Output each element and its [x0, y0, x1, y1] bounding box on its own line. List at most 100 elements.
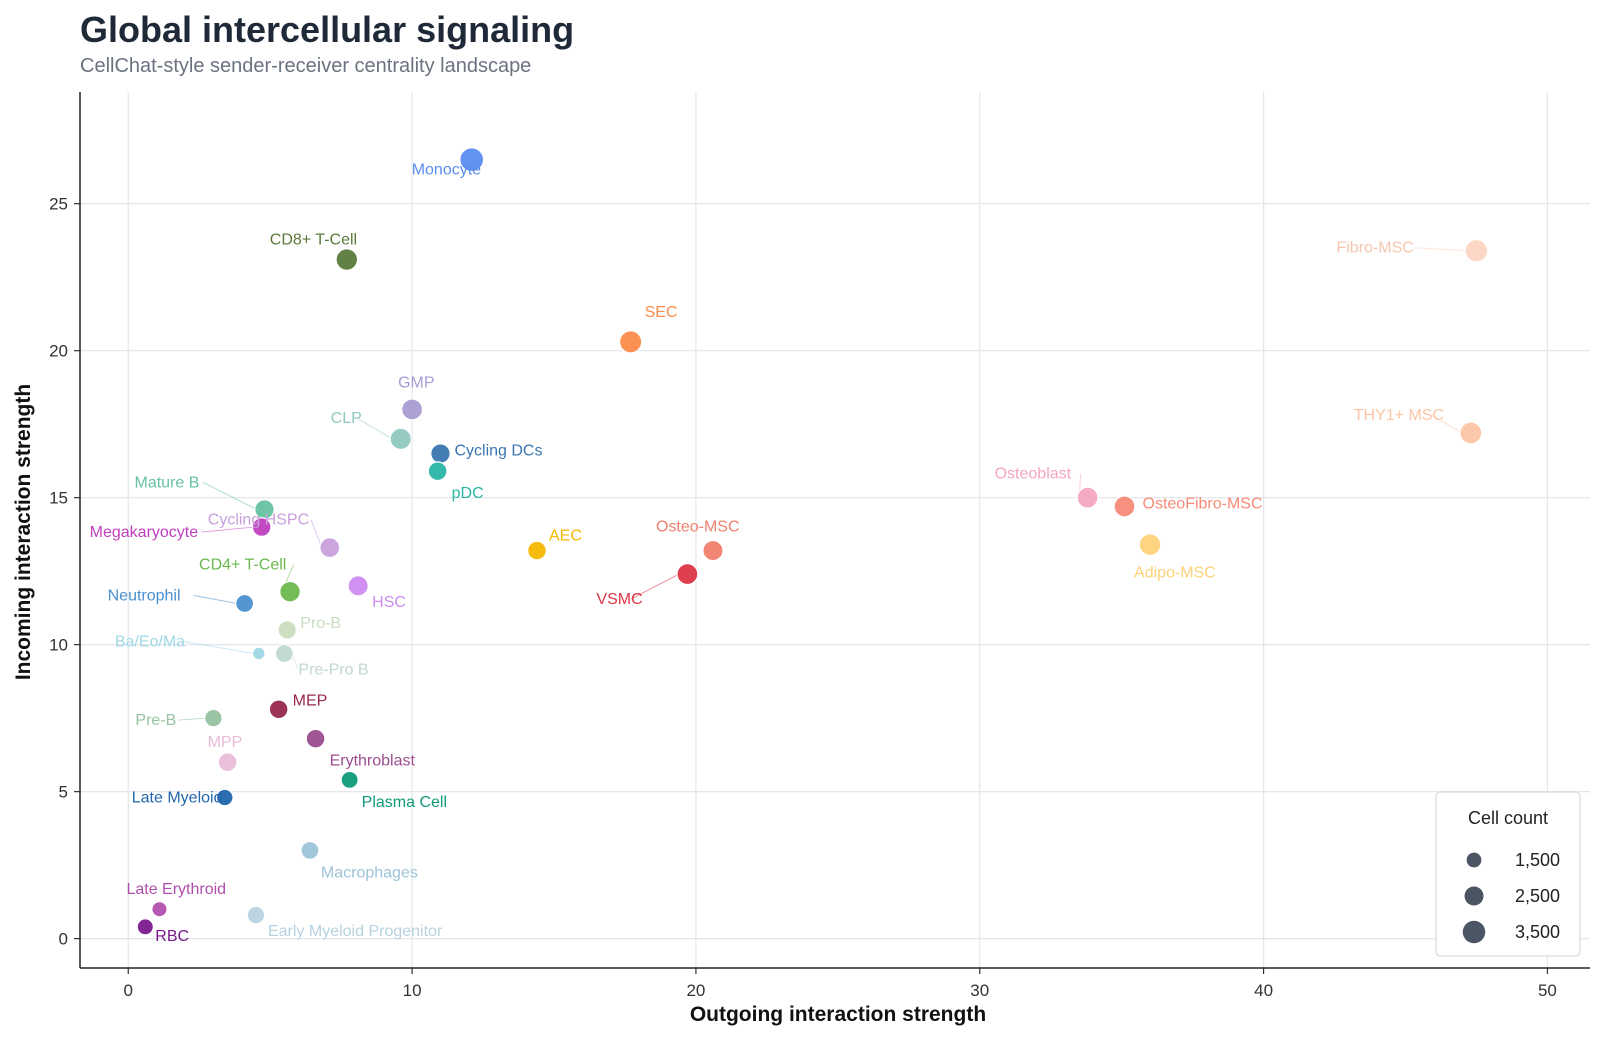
data-point-thy1-msc: [1459, 421, 1483, 445]
data-point-cycling-hspc: [319, 537, 341, 559]
label-connector: [1430, 414, 1463, 434]
point-label-thy1-msc: THY1+ MSC: [1354, 407, 1444, 424]
label-connector: [193, 594, 238, 604]
point-label-mature-b: Mature B: [134, 474, 199, 491]
data-point-neutrophil: [235, 593, 255, 614]
point-label-osteoblast: Osteoblast: [995, 466, 1072, 483]
data-point-gmp: [401, 398, 424, 421]
data-point-erythroblast: [305, 728, 326, 749]
legend-label: 3,500: [1515, 922, 1560, 942]
point-label-rbc: RBC: [155, 928, 189, 945]
data-point-pro-b: [277, 620, 297, 640]
point-label-ba-eo-ma: Ba/Eo/Ma: [115, 633, 185, 650]
label-connector: [356, 417, 393, 440]
data-point-rbc: [136, 918, 154, 936]
data-point-fibro-msc: [1464, 238, 1489, 263]
point-label-fibro-msc: Fibro-MSC: [1336, 240, 1413, 257]
grid-lines: [80, 92, 1590, 968]
y-tick-label: 0: [59, 930, 68, 949]
chart-subtitle: CellChat-style sender-receiver centralit…: [80, 55, 531, 77]
point-label-pre-pro-b: Pre-Pro B: [298, 661, 368, 678]
data-point-pre-b: [204, 708, 223, 728]
label-connector: [630, 573, 680, 600]
x-tick-label: 0: [124, 981, 133, 1000]
data-point-vsmc: [676, 563, 699, 586]
data-point-cd8-t-cell: [335, 248, 359, 271]
point-label-sec: SEC: [645, 304, 678, 321]
point-label-cd4-t-cell: CD4+ T-Cell: [199, 557, 286, 574]
point-label-aec: AEC: [549, 528, 582, 545]
point-label-gmp: GMP: [398, 374, 434, 391]
data-point-ba-eo-ma: [251, 646, 266, 661]
data-point-adipo-msc: [1138, 533, 1162, 557]
data-point-megakaryocyte: [251, 517, 272, 537]
point-label-pro-b: Pro-B: [300, 615, 341, 632]
data-point-monocyte: [459, 147, 485, 173]
point-label-adipo-msc: Adipo-MSC: [1134, 565, 1216, 582]
data-point-aec: [527, 540, 547, 561]
legend-label: 2,500: [1515, 886, 1560, 906]
data-point-plasma-cell: [340, 770, 359, 789]
label-connector: [201, 526, 255, 533]
data-point-mep: [268, 699, 289, 720]
data-point-hsc: [347, 575, 369, 597]
x-tick-label: 40: [1254, 981, 1273, 1000]
data-point-pre-pro-b: [274, 643, 294, 663]
point-label-late-erythroid: Late Erythroid: [126, 881, 226, 898]
point-label-hsc: HSC: [372, 594, 406, 611]
data-point-osteoblast: [1076, 486, 1099, 509]
data-points: [136, 147, 1489, 936]
label-connector: [310, 519, 323, 548]
point-label-neutrophil: Neutrophil: [108, 587, 181, 604]
point-label-late-myeloid: Late Myeloid: [132, 790, 223, 807]
point-label-pre-b: Pre-B: [135, 712, 176, 729]
y-tick-label: 10: [49, 636, 68, 655]
y-axis-label: Incoming interaction strength: [12, 384, 35, 680]
point-label-clp: CLP: [331, 410, 362, 427]
label-connector: [178, 717, 207, 721]
axes: 0 10 20 30 40 50 0 5 10 15 20 25: [49, 92, 1590, 1000]
x-tick-label: 10: [403, 981, 422, 1000]
y-tick-label: 25: [49, 195, 68, 214]
data-point-pdc: [427, 461, 448, 482]
legend-marker: [1466, 852, 1482, 868]
y-tick-label: 20: [49, 342, 68, 361]
point-label-mep: MEP: [293, 692, 328, 709]
data-point-sec: [618, 330, 643, 354]
point-label-megakaryocyte: Megakaryocyte: [90, 524, 199, 541]
legend-box: [1435, 791, 1581, 957]
point-label-erythroblast: Erythroblast: [330, 753, 416, 770]
point-label-monocyte: Monocyte: [412, 162, 481, 179]
x-tick-label: 30: [970, 981, 989, 1000]
data-point-clp: [389, 427, 412, 451]
data-point-late-erythroid: [151, 901, 168, 918]
data-point-late-myeloid: [215, 788, 234, 807]
point-label-osteo-msc: Osteo-MSC: [656, 519, 740, 536]
x-tick-label: 20: [686, 981, 705, 1000]
chart-title: Global intercellular signaling: [80, 9, 574, 50]
size-legend: Cell count 1,500 2,500 3,500: [1435, 791, 1581, 957]
point-labels: Monocyte CD8+ T-Cell Fibro-MSC SEC GMP THY1+ …: [90, 162, 1444, 945]
point-label-pdc: pDC: [452, 485, 484, 502]
x-tick-label: 50: [1538, 981, 1557, 1000]
data-point-cd4-t-cell: [279, 580, 301, 603]
y-tick-label: 15: [49, 489, 68, 508]
x-axis-label: Outgoing interaction strength: [690, 1003, 986, 1026]
y-tick-label: 5: [59, 783, 68, 802]
label-connector: [1413, 247, 1468, 252]
data-point-early-myeloid-progenitor: [246, 905, 266, 925]
point-label-osteofibro-msc: OsteoFibro-MSC: [1143, 495, 1263, 512]
label-connector: [183, 640, 254, 654]
legend-marker: [1462, 920, 1486, 944]
point-label-plasma-cell: Plasma Cell: [362, 794, 447, 811]
data-point-osteofibro-msc: [1113, 495, 1136, 518]
data-point-cycling-dcs: [430, 443, 451, 464]
label-connectors: [178, 247, 1468, 721]
point-label-cycling-hspc: Cycling HSPC: [208, 512, 309, 529]
data-point-mpp: [217, 752, 238, 773]
point-label-mpp: MPP: [208, 734, 243, 751]
point-label-cycling-dcs: Cycling DCs: [454, 443, 542, 460]
legend-title: Cell count: [1468, 808, 1548, 828]
data-point-macrophages: [300, 840, 320, 860]
